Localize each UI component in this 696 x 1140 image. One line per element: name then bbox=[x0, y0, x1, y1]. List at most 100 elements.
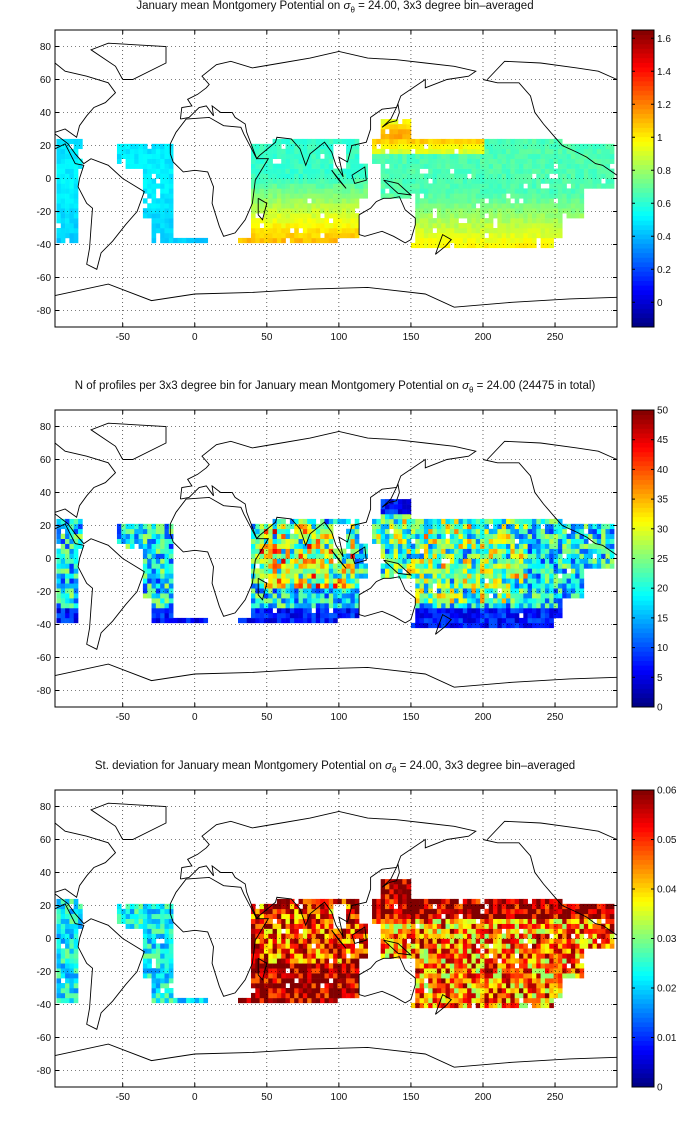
data-cell bbox=[423, 598, 429, 604]
data-cell bbox=[324, 518, 330, 525]
data-cell bbox=[462, 608, 468, 614]
data-cell bbox=[510, 617, 515, 624]
data-cell bbox=[337, 223, 343, 229]
colorbar-segment bbox=[632, 646, 654, 652]
data-cell bbox=[60, 617, 66, 624]
data-cell bbox=[298, 538, 304, 544]
data-cell bbox=[311, 583, 317, 589]
data-cell bbox=[397, 523, 403, 530]
data-cell bbox=[380, 178, 386, 184]
data-cell bbox=[56, 573, 62, 579]
data-cell bbox=[397, 533, 403, 539]
data-cell bbox=[155, 988, 161, 994]
data-cell bbox=[467, 208, 472, 214]
data-cell bbox=[259, 158, 265, 164]
data-cell bbox=[397, 509, 403, 515]
data-cell bbox=[462, 168, 468, 174]
data-cell bbox=[272, 533, 278, 539]
data-cell bbox=[56, 928, 62, 934]
data-cell bbox=[311, 543, 317, 549]
data-cell bbox=[454, 198, 459, 204]
data-cell bbox=[65, 168, 70, 174]
data-cell bbox=[410, 898, 416, 905]
data-cell bbox=[147, 523, 152, 530]
data-cell bbox=[445, 593, 451, 599]
data-cell bbox=[544, 568, 550, 574]
data-cell bbox=[592, 148, 598, 155]
data-cell bbox=[125, 523, 131, 530]
data-cell bbox=[328, 208, 334, 214]
data-cell bbox=[523, 588, 528, 594]
data-cell bbox=[402, 573, 407, 579]
data-cell bbox=[458, 178, 464, 184]
data-cell bbox=[410, 903, 416, 910]
data-cell bbox=[302, 237, 308, 244]
data-cell bbox=[298, 183, 304, 189]
data-cell bbox=[73, 153, 79, 159]
data-cell bbox=[480, 173, 485, 179]
data-cell bbox=[428, 558, 433, 564]
data-cell bbox=[441, 933, 446, 939]
data-cell bbox=[65, 992, 70, 999]
data-cell bbox=[380, 188, 386, 194]
data-cell bbox=[272, 168, 278, 174]
data-cell bbox=[328, 943, 334, 949]
data-cell bbox=[415, 218, 420, 224]
data-cell bbox=[350, 948, 356, 954]
data-cell bbox=[480, 573, 485, 579]
data-cell bbox=[155, 968, 161, 974]
data-cell bbox=[397, 193, 403, 199]
data-cell bbox=[506, 622, 511, 629]
data-cell bbox=[164, 163, 170, 169]
data-cell bbox=[432, 608, 438, 614]
data-cell bbox=[493, 558, 498, 564]
data-cell bbox=[471, 242, 477, 249]
data-cell bbox=[160, 983, 165, 989]
data-cell bbox=[445, 143, 451, 150]
data-cell bbox=[380, 543, 386, 549]
data-cell bbox=[350, 538, 356, 544]
data-cell bbox=[272, 913, 278, 919]
data-cell bbox=[497, 583, 503, 589]
data-cell bbox=[393, 499, 399, 505]
data-cell bbox=[467, 148, 472, 155]
data-cell bbox=[298, 578, 304, 584]
data-cell bbox=[320, 593, 325, 599]
data-cell bbox=[164, 923, 170, 929]
data-cell bbox=[428, 938, 433, 944]
data-cell bbox=[393, 558, 399, 564]
data-cell bbox=[389, 933, 394, 939]
data-cell bbox=[471, 558, 477, 564]
data-cell bbox=[320, 963, 325, 969]
data-cell bbox=[134, 148, 139, 155]
data-cell bbox=[190, 997, 196, 1004]
data-cell bbox=[168, 968, 174, 974]
data-cell bbox=[121, 153, 126, 159]
data-cell bbox=[566, 188, 572, 194]
data-cell bbox=[488, 163, 494, 169]
data-cell bbox=[462, 237, 468, 244]
data-cell bbox=[596, 538, 602, 544]
data-cell bbox=[588, 153, 593, 159]
data-cell bbox=[480, 163, 485, 169]
data-cell bbox=[527, 598, 533, 604]
data-cell bbox=[445, 178, 451, 184]
data-cell bbox=[315, 908, 321, 915]
data-cell bbox=[294, 988, 299, 994]
data-cell bbox=[294, 573, 299, 579]
data-cell bbox=[531, 158, 537, 164]
data-cell bbox=[350, 528, 356, 535]
data-cell bbox=[570, 553, 576, 559]
data-cell bbox=[302, 533, 308, 539]
data-cell bbox=[497, 553, 503, 559]
data-cell bbox=[160, 973, 165, 979]
data-cell bbox=[324, 218, 330, 224]
data-cell bbox=[363, 943, 368, 949]
data-cell bbox=[359, 563, 364, 569]
data-cell bbox=[527, 518, 533, 525]
data-cell bbox=[480, 183, 485, 189]
data-cell bbox=[129, 923, 135, 929]
data-cell bbox=[354, 543, 360, 549]
data-cell bbox=[160, 553, 165, 559]
data-cell bbox=[380, 523, 386, 530]
